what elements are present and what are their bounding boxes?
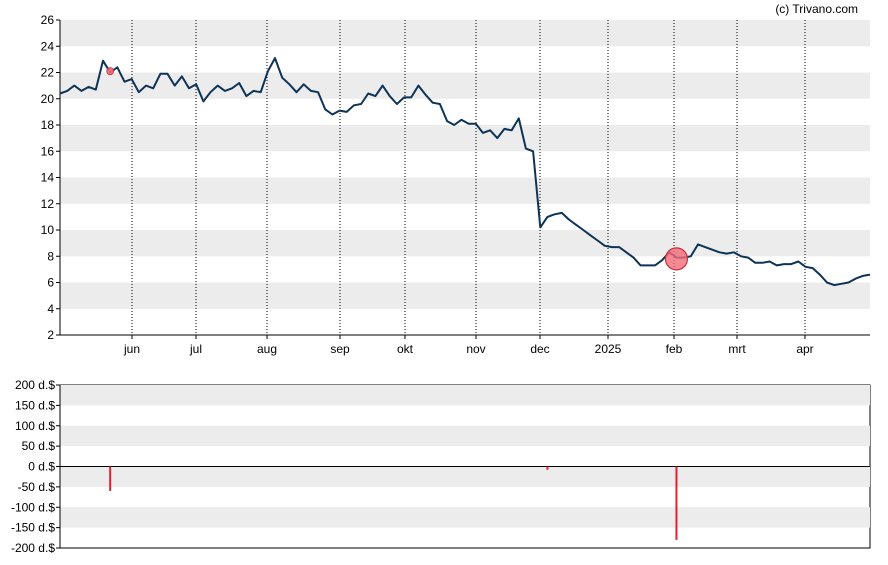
price-y-tick-label: 12 xyxy=(41,197,55,211)
x-tick-label: 2025 xyxy=(595,342,622,356)
price-grid-band xyxy=(60,20,870,47)
volume-panel: -200 d.$ -150 d.$ -100 d.$ -50 d.$ 0 d.$ 50 d… xyxy=(11,378,871,555)
volume-y-tick-label: -100 d.$ xyxy=(11,500,55,514)
volume-y-tick-label: -50 d.$ xyxy=(18,480,56,494)
volume-y-tick-label: 0 d.$ xyxy=(28,460,55,474)
volume-grid-band xyxy=(60,507,870,528)
price-y-tick-label: 14 xyxy=(41,171,55,185)
price-y-tick-label: 20 xyxy=(41,92,55,106)
price-y-tick-label: 26 xyxy=(41,13,55,27)
price-y-tick-label: 8 xyxy=(47,249,54,263)
volume-y-tick-label: -150 d.$ xyxy=(11,521,55,535)
price-y-tick-label: 16 xyxy=(41,144,55,158)
volume-grid-band xyxy=(60,425,870,447)
price-grid-band xyxy=(60,230,870,257)
x-tick-label: jul xyxy=(189,342,202,356)
x-tick-label: okt xyxy=(397,342,414,356)
x-tick-label: sep xyxy=(330,342,350,356)
volume-grid-band xyxy=(60,466,870,487)
x-tick-label: aug xyxy=(257,342,277,356)
price-y-tick-label: 4 xyxy=(47,302,54,316)
trade-marker xyxy=(664,247,689,271)
volume-y-tick-label: 50 d.$ xyxy=(22,439,56,453)
price-y-tick-label: 22 xyxy=(41,66,55,80)
price-y-tick-label: 6 xyxy=(47,276,54,290)
price-y-tick-label: 2 xyxy=(47,328,54,342)
price-line xyxy=(59,57,871,287)
credit-text: (c) Trivano.com xyxy=(775,2,858,16)
x-tick-label: jun xyxy=(123,342,140,356)
volume-y-tick-label: -200 d.$ xyxy=(11,541,55,555)
trade-marker xyxy=(106,67,115,76)
price-y-tick-label: 10 xyxy=(41,223,55,237)
volume-y-tick-label: 150 d.$ xyxy=(15,398,55,412)
x-tick-label: apr xyxy=(796,342,813,356)
price-y-tick-label: 18 xyxy=(41,118,55,132)
volume-y-tick-label: 100 d.$ xyxy=(15,419,55,433)
x-tick-label: feb xyxy=(666,342,683,356)
volume-grid-band xyxy=(60,385,870,406)
price-y-tick-label: 24 xyxy=(41,39,55,53)
price-grid-band xyxy=(60,177,870,204)
x-tick-label: dec xyxy=(530,342,549,356)
x-tick-label: nov xyxy=(466,342,485,356)
volume-y-tick-label: 200 d.$ xyxy=(15,378,55,392)
price-grid-band xyxy=(60,125,870,152)
x-tick-label: mrt xyxy=(728,342,746,356)
price-grid-band xyxy=(60,282,870,309)
